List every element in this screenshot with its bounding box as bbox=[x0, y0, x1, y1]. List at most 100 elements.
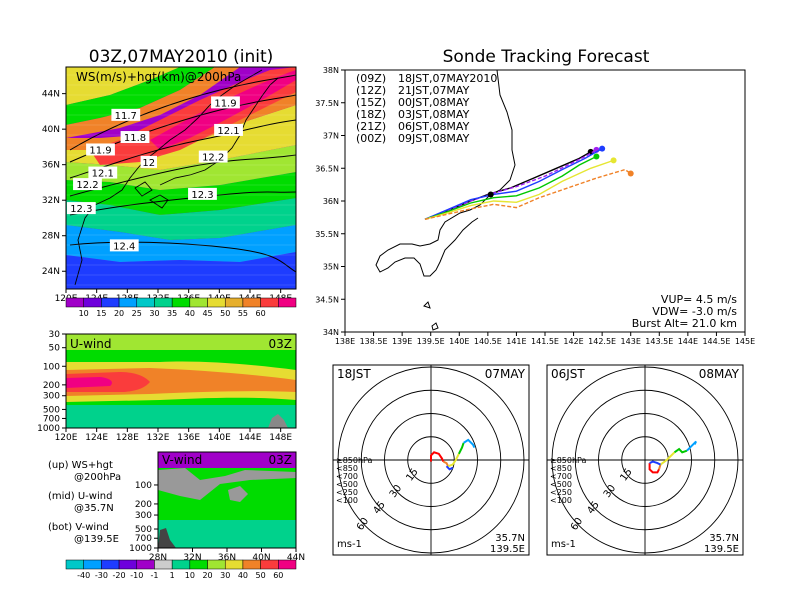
map-x-tick-label: 141.5E bbox=[531, 337, 559, 346]
map-legend-code: (18Z) bbox=[356, 108, 386, 121]
map-x-tick-label: 143E bbox=[621, 337, 641, 346]
ws-y-tick-label: 40N bbox=[42, 125, 60, 135]
hodograph-trace bbox=[458, 442, 465, 455]
track-line bbox=[424, 149, 597, 220]
ws-colorbar-swatch bbox=[278, 297, 297, 308]
ws-y-tick-label: 28N bbox=[42, 232, 60, 242]
ws-colorbar-swatch bbox=[118, 297, 138, 308]
map-legend-code: (12Z) bbox=[356, 84, 386, 97]
v-band-gray bbox=[158, 468, 296, 500]
v-x-tick-label: 36N bbox=[218, 553, 236, 563]
hodograph-level-legend: <700 bbox=[550, 472, 572, 481]
v-colorbar-swatch bbox=[65, 559, 84, 570]
ws-colorbar-swatch bbox=[207, 297, 226, 308]
ws-contour-label: 11.7 bbox=[115, 111, 137, 122]
ws-y-tick-label: 24N bbox=[42, 267, 60, 277]
note-up: (up) WS+hgt bbox=[48, 460, 113, 471]
hodograph-level-legend: <500 bbox=[550, 480, 572, 489]
ws-contour-label: 11.9 bbox=[214, 98, 236, 109]
note-bot-sub: @139.5E bbox=[74, 534, 119, 545]
ws-jet-max bbox=[150, 70, 296, 150]
map-legend-code: (09Z) bbox=[356, 72, 386, 85]
ws-colorbar-swatch bbox=[65, 297, 84, 308]
note-up-sub: @200hPa bbox=[74, 472, 121, 483]
ws-contour-label: 12.4 bbox=[113, 241, 135, 252]
v-y-tick-label: 200 bbox=[135, 500, 152, 510]
track-endpoint bbox=[610, 157, 617, 164]
hodograph-trace bbox=[463, 438, 476, 449]
track-endpoint bbox=[599, 145, 606, 152]
v-colorbar-swatch bbox=[260, 559, 279, 570]
hodograph-level-legend: ≥850hPa bbox=[550, 456, 587, 465]
v-topography bbox=[158, 528, 176, 548]
hodograph-trace bbox=[430, 451, 445, 463]
param-burst: Burst Alt= 21.0 km bbox=[632, 317, 737, 330]
hodograph-level-legend: <700 bbox=[336, 472, 358, 481]
hodograph-level-legend: <100 bbox=[550, 496, 572, 505]
hodograph-date-label: 08MAY bbox=[699, 367, 740, 381]
u-band-lower-teal bbox=[66, 405, 296, 428]
map-legend-time: 06JST,08MAY bbox=[398, 120, 470, 133]
u-x-axis: 120E 124E 128E 132E 136E 140E 144E 148E bbox=[55, 428, 292, 443]
ws-colorbar-swatch bbox=[189, 297, 208, 308]
ws-colorbar-swatch bbox=[101, 297, 120, 308]
hodograph-level-legend: <500 bbox=[336, 480, 358, 489]
ws-panel-label: WS(m/s)+hgt(km)@200hPa bbox=[76, 70, 241, 84]
ws-colorbar-tick: 40 bbox=[185, 309, 195, 318]
u-band-upper-green bbox=[66, 334, 296, 350]
ws-contour-labels: 11.911.712.111.811.912.21212.112.212.312… bbox=[66, 96, 243, 252]
u-x-tick-label: 144E bbox=[239, 433, 262, 443]
right-panel-title: Sonde Tracking Forecast bbox=[443, 47, 650, 67]
ws-colorbar-swatch bbox=[260, 297, 279, 308]
u-x-tick-label: 128E bbox=[116, 433, 139, 443]
map-x-tick-label: 141E bbox=[506, 337, 526, 346]
ws-contour-label-box bbox=[73, 178, 102, 191]
u-x-tick-label: 124E bbox=[85, 433, 108, 443]
ws-colorbar-swatch bbox=[171, 297, 191, 308]
v-y-tick-label: 300 bbox=[135, 511, 152, 521]
ws-y-tick-label: 36N bbox=[42, 161, 60, 171]
map-y-tick-label: 35N bbox=[323, 263, 339, 272]
ws-contour-label-box bbox=[198, 150, 228, 163]
v-x-tick-label: 40N bbox=[252, 553, 270, 563]
v-colorbar-tick: -40 bbox=[77, 571, 90, 580]
ws-y-tick-label: 44N bbox=[42, 90, 60, 100]
v-colorbar-tick: -20 bbox=[113, 571, 126, 580]
ws-colorbar-swatch bbox=[154, 297, 173, 308]
ws-contour-label: 12.1 bbox=[92, 169, 114, 180]
map-y-axis: 34N 34.5N 35N 35.5N 36N 36.5N 37N 37.5N 38N bbox=[315, 66, 345, 337]
v-colorbar-tick: 40 bbox=[238, 571, 248, 580]
map-y-tick-label: 34N bbox=[323, 328, 339, 337]
v-colorbar-swatch bbox=[189, 559, 208, 570]
ws-contour-label: 12.3 bbox=[70, 204, 92, 215]
ws-colorbar-tick: 20 bbox=[114, 309, 124, 318]
u-y-tick-label: 100 bbox=[43, 362, 60, 372]
u-y-tick-label: 700 bbox=[43, 414, 60, 424]
u-x-tick-label: 140E bbox=[208, 433, 231, 443]
hodograph-time-label: 18JST bbox=[337, 367, 371, 381]
hodograph-trace bbox=[445, 465, 454, 471]
map-legend-code: (15Z) bbox=[356, 96, 386, 109]
hodograph-level-legend: <250 bbox=[336, 488, 358, 497]
hodograph-time-label: 06JST bbox=[551, 367, 585, 381]
hodograph-lat-label: 35.7N bbox=[495, 533, 525, 544]
ws-colorbar-tick: 35 bbox=[167, 309, 177, 318]
map-y-tick-label: 34.5N bbox=[315, 295, 339, 304]
hodograph-unit-label: ms-1 bbox=[337, 539, 362, 550]
u-y-tick-label: 300 bbox=[43, 392, 60, 402]
param-vup: VUP= 4.5 m/s bbox=[661, 293, 737, 306]
ws-y-tick-label: 32N bbox=[42, 196, 60, 206]
u-wind-panel: U-wind 03Z 120E 124E 128E 132E 136E 140E 144E 1… bbox=[37, 330, 297, 443]
u-y-tick-label: 1000 bbox=[37, 424, 60, 434]
note-mid-sub: @35.7N bbox=[74, 503, 114, 514]
map-y-tick-label: 36N bbox=[323, 197, 339, 206]
v-colorbar-tick: 10 bbox=[185, 571, 195, 580]
map-x-tick-label: 144.5E bbox=[702, 337, 730, 346]
v-x-tick-label: 32N bbox=[183, 553, 201, 563]
hodograph-trace bbox=[442, 460, 449, 467]
map-island-2 bbox=[431, 322, 439, 331]
map-legend-code: (00Z) bbox=[356, 132, 386, 145]
v-colorbar-swatch bbox=[136, 559, 155, 570]
map-y-tick-label: 35.5N bbox=[315, 230, 339, 239]
